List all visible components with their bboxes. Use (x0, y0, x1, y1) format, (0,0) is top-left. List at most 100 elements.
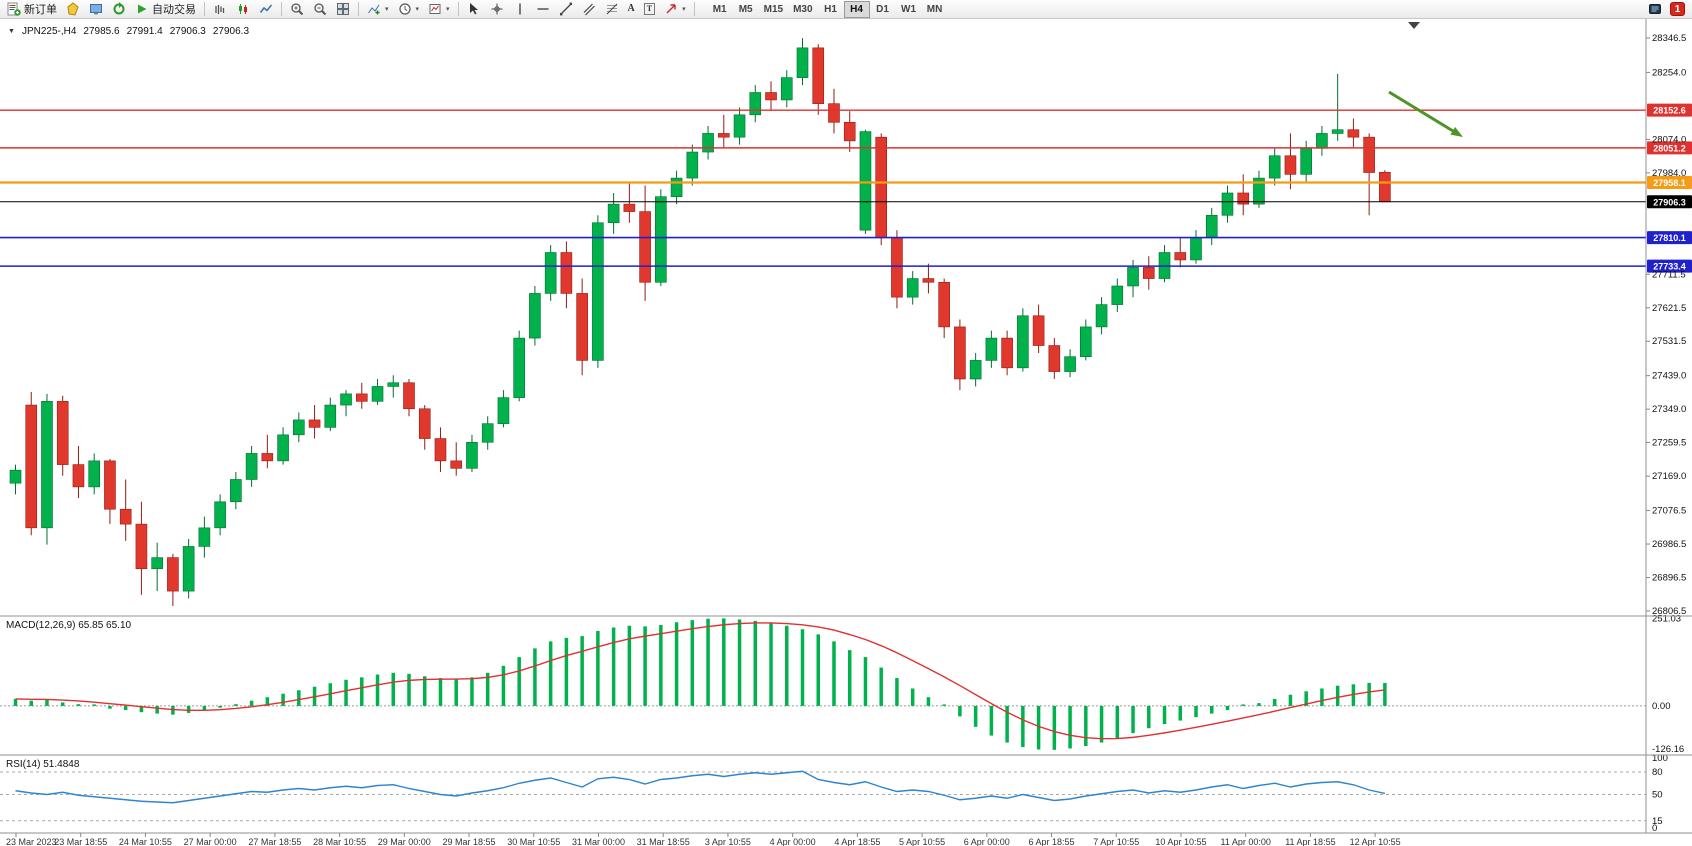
new-order-icon (7, 2, 21, 16)
cursor-icon (467, 2, 481, 16)
svg-text:12 Apr 10:55: 12 Apr 10:55 (1350, 837, 1401, 846)
toolbar-separator (204, 2, 205, 16)
price-axis: 28346.5 28254.0 28074.0 27984.0 27711.5 27621… (1646, 33, 1686, 617)
timeframe-button-mn[interactable]: MN (922, 1, 948, 18)
line-chart-icon (259, 2, 273, 16)
price-tag (1647, 195, 1692, 209)
autotrading-button[interactable]: 自动交易 (131, 1, 200, 18)
svg-text:6 Apr 00:00: 6 Apr 00:00 (964, 837, 1010, 846)
chevron-down-icon: ▾ (682, 6, 686, 13)
svg-text:24 Mar 10:55: 24 Mar 10:55 (119, 837, 172, 846)
toolbar-right-group: 1 (1644, 1, 1689, 18)
timeframe-button-m15[interactable]: M15 (759, 1, 788, 18)
zoom-out-button[interactable] (309, 1, 331, 18)
periods-button[interactable]: ▾ (394, 1, 424, 18)
crosshair-button[interactable] (486, 1, 508, 18)
toolbar-separator (693, 2, 695, 16)
vertical-line-icon (513, 2, 527, 16)
chart-canvas[interactable]: 28152.6 28051.2 27958.1 27810.1 27733.4 27906… (0, 19, 1692, 846)
price-tag (1647, 231, 1692, 245)
svg-text:27076.5: 27076.5 (1652, 506, 1686, 517)
timeframe-button-h4[interactable]: H4 (843, 0, 870, 18)
svg-text:28 Mar 10:55: 28 Mar 10:55 (313, 837, 366, 846)
metaeditor-button[interactable] (62, 1, 84, 18)
svg-text:26806.5: 26806.5 (1652, 606, 1686, 617)
zoom-in-icon (290, 2, 304, 16)
chart-area[interactable]: 28152.6 28051.2 27958.1 27810.1 27733.4 27906… (0, 19, 1692, 846)
line-chart-button[interactable] (255, 1, 277, 18)
notification-badge[interactable]: 1 (1670, 2, 1685, 16)
clock-icon (398, 2, 412, 16)
svg-text:11 Apr 18:55: 11 Apr 18:55 (1285, 837, 1335, 846)
svg-text:27621.5: 27621.5 (1652, 303, 1686, 314)
svg-text:31 Mar 18:55: 31 Mar 18:55 (637, 837, 690, 846)
fibonacci-button[interactable] (601, 1, 623, 18)
templates-button[interactable]: ▾ (424, 1, 454, 18)
candlestick-series (9, 38, 1391, 606)
svg-text:5 Apr 10:55: 5 Apr 10:55 (899, 837, 945, 846)
zoom-in-button[interactable] (286, 1, 308, 18)
timeframe-button-d1[interactable]: D1 (870, 1, 896, 18)
history-center-button[interactable] (108, 1, 130, 18)
ohlc-low: 27906.3 (169, 26, 206, 37)
bar-chart-button[interactable] (209, 1, 231, 18)
one-click-trading-toggle[interactable]: ▼ (8, 28, 15, 35)
crosshair-icon (490, 2, 504, 16)
trendline-icon (559, 2, 573, 16)
price-tag (1647, 176, 1692, 190)
svg-text:27 Mar 18:55: 27 Mar 18:55 (248, 837, 301, 846)
svg-text:28254.0: 28254.0 (1652, 67, 1686, 78)
text-tool-button[interactable]: A (624, 1, 639, 18)
svg-text:251.03: 251.03 (1652, 613, 1681, 624)
trend-arrow-annotation[interactable] (1388, 90, 1463, 137)
fibonacci-icon (605, 2, 619, 16)
horizontal-line-button[interactable] (532, 1, 554, 18)
macd-label: MACD(12,26,9) 65.85 65.10 (6, 620, 132, 631)
candlestick-chart-button[interactable] (232, 1, 254, 18)
tile-windows-icon (336, 2, 350, 16)
svg-text:27810.1: 27810.1 (1653, 233, 1686, 243)
metaeditor-icon (66, 2, 80, 16)
arrows-tool-button[interactable]: ▾ (660, 1, 690, 18)
template-icon (428, 2, 442, 16)
svg-text:-126.16: -126.16 (1652, 744, 1684, 755)
svg-text:27 Mar 00:00: 27 Mar 00:00 (184, 837, 237, 846)
timeframe-button-w1[interactable]: W1 (896, 1, 922, 18)
svg-text:50: 50 (1652, 790, 1663, 801)
new-order-label: 新订单 (24, 4, 57, 16)
svg-text:23 Mar 18:55: 23 Mar 18:55 (54, 837, 107, 846)
tile-windows-button[interactable] (332, 1, 354, 18)
chevron-down-icon: ▾ (446, 6, 450, 13)
vertical-line-button[interactable] (509, 1, 531, 18)
price-tag (1647, 259, 1692, 273)
timeframe-button-h1[interactable]: H1 (818, 1, 844, 18)
ohlc-open: 27985.6 (83, 26, 120, 37)
trendline-button[interactable] (555, 1, 577, 18)
label-icon: T (643, 3, 656, 15)
svg-text:27439.0: 27439.0 (1652, 371, 1686, 382)
autotrading-label: 自动交易 (152, 4, 196, 16)
svg-text:30 Mar 10:55: 30 Mar 10:55 (507, 837, 560, 846)
svg-text:11 Apr 00:00: 11 Apr 00:00 (1220, 837, 1270, 846)
cursor-button[interactable] (463, 1, 485, 18)
candlestick-chart-icon (236, 2, 250, 16)
svg-text:7 Apr 10:55: 7 Apr 10:55 (1093, 837, 1139, 846)
timeframe-button-m5[interactable]: M5 (733, 1, 759, 18)
price-tag (1647, 103, 1692, 117)
svg-text:27259.5: 27259.5 (1652, 437, 1686, 448)
timeframe-button-m1[interactable]: M1 (707, 1, 733, 18)
terminal-button[interactable] (85, 1, 107, 18)
label-tool-button[interactable]: T (640, 1, 659, 18)
svg-text:27169.0: 27169.0 (1652, 471, 1686, 482)
new-order-button[interactable]: 新订单 (3, 1, 61, 18)
indicators-button[interactable]: ▾ (363, 1, 393, 18)
panel-button[interactable] (1644, 1, 1666, 18)
chart-shift-marker[interactable] (1408, 22, 1420, 29)
panel-icon (1648, 2, 1662, 16)
channel-button[interactable] (578, 1, 600, 18)
timeframe-button-m30[interactable]: M30 (788, 1, 817, 18)
svg-text:10 Apr 10:55: 10 Apr 10:55 (1155, 837, 1206, 846)
svg-text:27531.5: 27531.5 (1652, 336, 1686, 347)
autotrading-icon (135, 2, 149, 16)
rsi-label: RSI(14) 51.4848 (6, 759, 80, 770)
